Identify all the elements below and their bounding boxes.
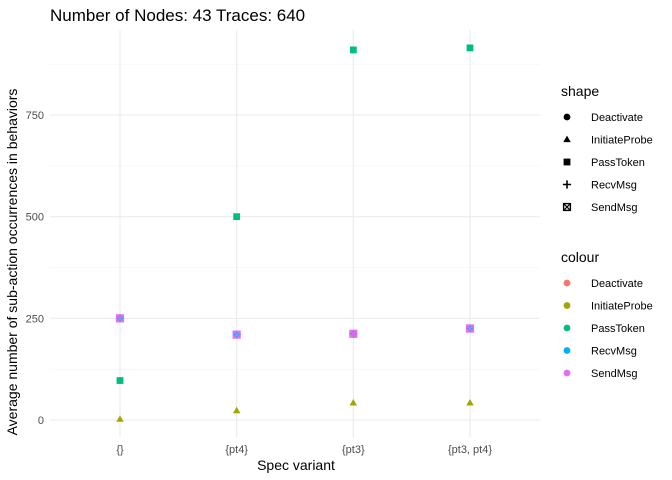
legend-label: RecvMsg — [591, 180, 637, 192]
legend-key — [562, 202, 572, 212]
legend-label: SendMsg — [591, 368, 637, 380]
legends: shape Deactivate InitiateProbe PassToken Rec… — [561, 83, 653, 380]
y-axis-title: Average number of sub-action occurrences… — [4, 89, 20, 436]
legend-key — [563, 347, 571, 354]
x-tick-labels: {} {pt4} {pt3} {pt3, pt4} — [116, 444, 492, 456]
legend-label: Deactivate — [591, 112, 643, 124]
data-point-sendmsg — [465, 324, 475, 333]
legend-key — [562, 180, 572, 189]
y-tick-label: 500 — [26, 212, 44, 224]
y-tick-label: 0 — [38, 415, 44, 427]
legend-key — [563, 113, 571, 121]
legend-key — [563, 158, 571, 166]
x-tick-label: {pt3, pt4} — [448, 444, 492, 456]
legend-shape: shape Deactivate InitiateProbe PassToken Rec… — [561, 83, 653, 214]
legend-label: InitiateProbe — [591, 301, 653, 313]
data-point-passtoken — [466, 44, 474, 52]
legend-label: RecvMsg — [591, 346, 637, 358]
legend-colour: colour Deactivate InitiateProbe PassToken Re… — [561, 249, 653, 380]
x-tick-label: {pt3} — [342, 444, 365, 456]
x-axis-title: Spec variant — [257, 457, 335, 473]
legend-key — [563, 135, 571, 143]
legend-key — [563, 324, 571, 332]
y-tick-label: 250 — [26, 313, 44, 325]
legend-label: PassToken — [591, 323, 645, 335]
data-point-initiateprobe — [466, 399, 474, 406]
data-point-sendmsg — [232, 330, 241, 339]
legend-label: PassToken — [591, 157, 645, 169]
data-point-sendmsg — [115, 314, 125, 323]
legend-key — [563, 279, 571, 287]
grid — [50, 30, 540, 437]
y-tick-label: 750 — [26, 110, 44, 122]
legend-label: Deactivate — [591, 278, 643, 290]
y-tick-labels: 0 250 500 750 — [26, 110, 44, 427]
legend-key — [563, 302, 571, 309]
legend-title: colour — [561, 249, 599, 265]
x-tick-label: {} — [116, 444, 124, 456]
data-point-sendmsg — [349, 329, 358, 338]
data-points — [115, 44, 475, 422]
data-point-passtoken — [349, 46, 357, 54]
chart-title: Number of Nodes: 43 Traces: 640 — [50, 6, 305, 25]
data-point-initiateprobe — [232, 406, 241, 414]
x-tick-label: {pt4} — [225, 444, 248, 456]
legend-title: shape — [561, 83, 599, 99]
data-point-passtoken — [233, 213, 241, 221]
legend-label: SendMsg — [591, 202, 637, 214]
data-point-passtoken — [116, 377, 124, 384]
data-point-initiateprobe — [349, 399, 358, 406]
data-point-initiateprobe — [116, 415, 124, 422]
legend-label: InitiateProbe — [591, 135, 653, 147]
legend-key — [563, 369, 571, 377]
